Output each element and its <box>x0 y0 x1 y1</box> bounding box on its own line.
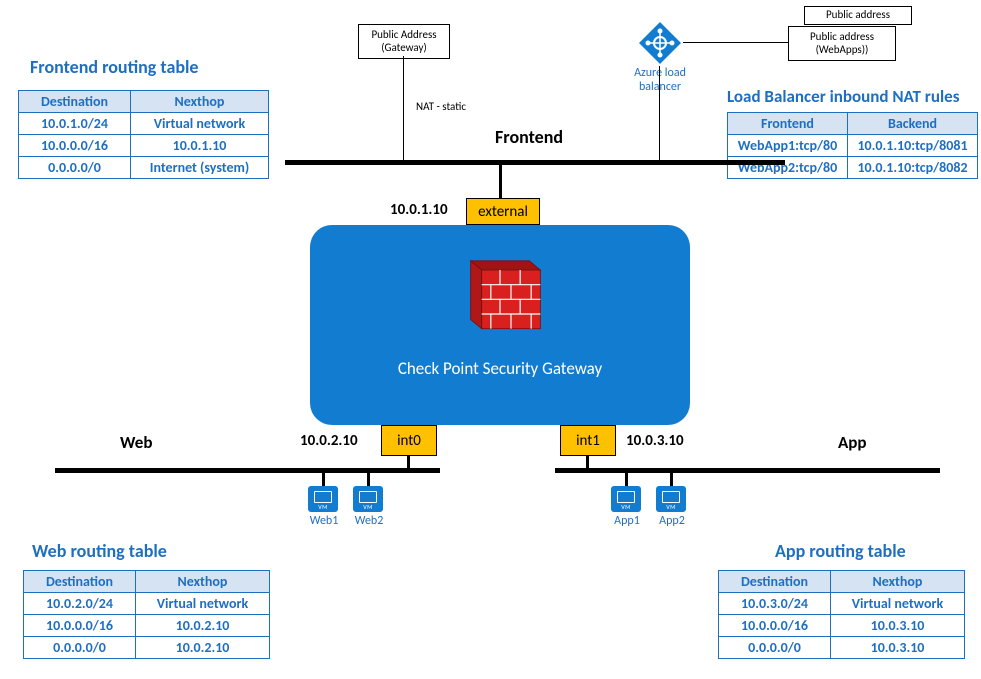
int0-label: int0 <box>397 432 421 450</box>
col-nexthop: Nexthop <box>831 571 965 593</box>
table-row: 10.0.3.0/24Virtual network <box>719 593 965 615</box>
int1-interface: int1 <box>560 425 616 456</box>
azure-lb-label: Azure load balancer <box>630 66 690 94</box>
app-bus <box>555 468 940 473</box>
web1-vm-icon <box>308 486 338 512</box>
table-row: 10.0.0.0/1610.0.3.10 <box>719 615 965 637</box>
int1-ip: 10.0.3.10 <box>626 432 684 450</box>
line-app1 <box>625 472 628 486</box>
col-nexthop: Nexthop <box>136 571 270 593</box>
line-int1-to-app <box>586 456 589 470</box>
app-routing-table: Destination Nexthop 10.0.3.0/24Virtual n… <box>718 570 965 659</box>
external-interface: external <box>466 198 540 225</box>
public-address-gateway-box: Public Address (Gateway) <box>358 24 450 59</box>
web-label: Web <box>120 432 152 453</box>
web2-vm-icon <box>353 486 383 512</box>
public-address-back-box: Public address <box>804 6 912 25</box>
frontend-bus <box>285 160 785 165</box>
azure-load-balancer-icon <box>637 20 683 66</box>
line-web2 <box>367 472 370 486</box>
line-gateway-to-frontend <box>403 56 404 162</box>
table-row: 0.0.0.0/010.0.2.10 <box>24 637 270 659</box>
gateway-label: Check Point Security Gateway <box>310 358 690 379</box>
external-interface-label: external <box>478 203 528 221</box>
frontend-label: Frontend <box>495 126 563 148</box>
line-web1 <box>322 472 325 486</box>
web-bus <box>55 468 440 473</box>
public-address-webapps-label: Public address (WebApps)) <box>810 30 874 56</box>
nat-rules-table: Frontend Backend WebApp1:tcp/8010.0.1.10… <box>727 112 978 179</box>
app-routing-title: App routing table <box>775 540 906 562</box>
web-routing-title: Web routing table <box>32 540 167 562</box>
table-row: 0.0.0.0/010.0.3.10 <box>719 637 965 659</box>
table-row: 10.0.1.0/24Virtual network <box>19 113 269 135</box>
int1-label: int1 <box>576 432 600 450</box>
frontend-routing-table: Destination Nexthop 10.0.1.0/24Virtual n… <box>18 90 269 179</box>
col-destination: Destination <box>24 571 136 593</box>
nat-rules-title: Load Balancer inbound NAT rules <box>727 86 959 107</box>
web1-label: Web1 <box>307 514 341 528</box>
external-ip: 10.0.1.10 <box>390 201 448 219</box>
frontend-routing-title: Frontend routing table <box>30 56 199 78</box>
app-label: App <box>838 432 867 453</box>
security-gateway: Check Point Security Gateway <box>310 225 690 425</box>
col-destination: Destination <box>719 571 831 593</box>
table-row: 10.0.0.0/1610.0.2.10 <box>24 615 270 637</box>
table-row: 10.0.2.0/24Virtual network <box>24 593 270 615</box>
int0-ip: 10.0.2.10 <box>300 432 358 450</box>
public-address-gateway-label: Public Address (Gateway) <box>371 28 436 54</box>
firewall-icon <box>445 237 555 347</box>
app1-vm-icon <box>611 486 641 512</box>
app1-label: App1 <box>610 514 644 528</box>
line-app2 <box>670 472 673 486</box>
line-lb-to-frontend <box>659 66 660 162</box>
col-backend: Backend <box>848 113 978 135</box>
line-lb-to-webapps <box>683 42 788 43</box>
col-destination: Destination <box>19 91 131 113</box>
public-address-webapps-box: Public address (WebApps)) <box>788 26 896 61</box>
app2-vm-icon <box>656 486 686 512</box>
public-address-back-label: Public address <box>826 8 890 21</box>
web2-label: Web2 <box>352 514 386 528</box>
table-row: 0.0.0.0/0Internet (system) <box>19 157 269 179</box>
int0-interface: int0 <box>381 425 437 456</box>
app2-label: App2 <box>655 514 689 528</box>
web-routing-table: Destination Nexthop 10.0.2.0/24Virtual n… <box>23 570 270 659</box>
col-frontend: Frontend <box>728 113 848 135</box>
col-nexthop: Nexthop <box>131 91 269 113</box>
line-frontend-to-external <box>499 164 502 200</box>
nat-static-label: NAT - static <box>416 100 466 113</box>
table-row: 10.0.0.0/1610.0.1.10 <box>19 135 269 157</box>
table-row: WebApp1:tcp/8010.0.1.10:tcp/8081 <box>728 135 978 157</box>
line-int0-to-web <box>407 456 410 470</box>
